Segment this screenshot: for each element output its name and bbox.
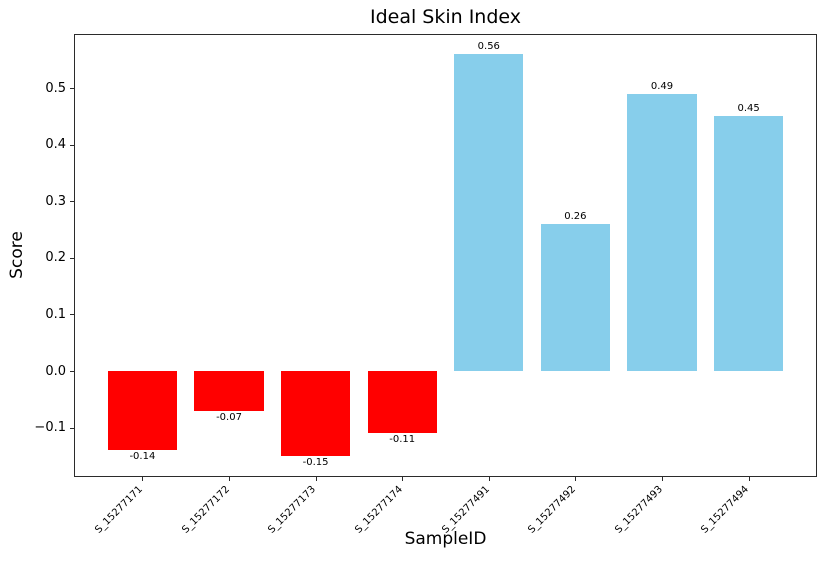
y-tick-label: 0.4 [45,137,66,153]
x-axis-tick [142,477,144,481]
bar-S_15277494 [713,116,784,371]
y-axis-tick [70,257,74,259]
bar-value-label: 0.56 [477,41,500,53]
bar-S_15277172 [194,371,264,411]
y-tick-label: 0.1 [45,306,66,322]
chart-title: Ideal Skin Index [369,6,522,28]
y-axis-tick [70,314,74,316]
x-axis-tick [662,477,663,481]
bar-S_15277492 [540,223,611,371]
x-axis-tick [402,477,404,481]
y-tick-label: 0.0 [45,363,66,379]
bar-S_15277493 [627,93,697,371]
bar-value-label: -0.14 [129,451,156,463]
y-tick-label: 0.5 [45,80,66,96]
x-axis-label: SampleID [404,529,487,549]
bar-value-label: 0.49 [650,80,674,92]
x-axis-tick [748,477,750,481]
bar-value-label: -0.07 [216,411,242,423]
y-tick-label: 0.2 [45,250,66,266]
bar-S_15277173 [281,371,351,456]
y-axis-tick [70,88,74,89]
y-axis-tick [70,427,74,429]
y-tick-label: 0.3 [45,193,66,209]
plot-area [74,34,817,477]
x-axis-tick [488,477,490,481]
bar-S_15277174 [367,371,437,434]
y-axis-tick [70,144,74,146]
bar-S_15277491 [454,54,524,371]
x-axis-tick [575,477,577,481]
bar-value-label: 0.26 [564,210,587,222]
x-axis-tick [229,477,230,481]
y-tick-label: −0.1 [34,420,66,436]
bar-value-label: -0.15 [302,456,329,468]
bar-value-label: 0.45 [737,103,760,115]
y-axis-tick [70,201,74,203]
bar-value-label: -0.11 [389,434,416,446]
x-axis-tick [315,477,317,481]
y-axis-tick [70,371,74,372]
bar-S_15277171 [107,371,178,451]
